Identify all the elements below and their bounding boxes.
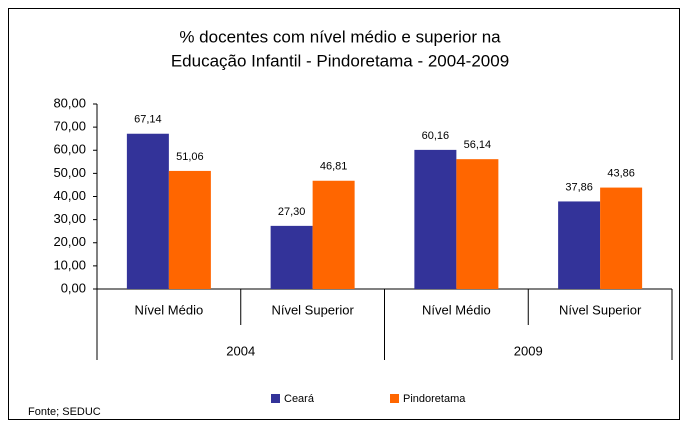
value-label: 43,86 — [607, 167, 635, 179]
y-tick-label: 30,00 — [53, 211, 86, 226]
bar — [126, 133, 169, 289]
y-tick-label: 40,00 — [53, 188, 86, 203]
y-tick-label: 60,00 — [53, 142, 86, 157]
y-tick-label: 10,00 — [53, 257, 86, 272]
legend-label: Pindoretama — [403, 393, 466, 405]
group-label: 2004 — [226, 343, 255, 358]
y-tick-label: 70,00 — [53, 119, 86, 134]
chart-title: % docentes com nível médio e superior na — [179, 27, 501, 46]
x-tick-label: Nível Superior — [271, 302, 354, 317]
bar — [270, 225, 313, 289]
value-label: 37,86 — [565, 181, 593, 193]
bar — [168, 170, 211, 289]
value-label: 46,81 — [320, 161, 348, 173]
bar — [414, 149, 457, 289]
value-label: 56,14 — [464, 139, 492, 151]
value-label: 27,30 — [278, 206, 306, 218]
source-note: Fonte; SEDUC — [28, 406, 101, 418]
value-label: 60,16 — [422, 130, 450, 142]
x-tick-label: Nível Médio — [422, 302, 491, 317]
bar — [600, 187, 643, 289]
x-tick-label: Nível Superior — [559, 302, 642, 317]
value-label: 51,06 — [176, 151, 204, 163]
bar — [312, 180, 355, 289]
legend-swatch — [271, 394, 280, 403]
y-tick-label: 20,00 — [53, 234, 86, 249]
value-label: 67,14 — [134, 114, 162, 126]
group-label: 2009 — [514, 343, 543, 358]
legend-swatch — [390, 394, 399, 403]
y-tick-label: 80,00 — [53, 95, 86, 110]
chart-title: Educação Infantil - Pindoretama - 2004-2… — [171, 51, 509, 70]
y-tick-label: 50,00 — [53, 165, 86, 180]
bar — [558, 201, 601, 289]
bar — [456, 159, 499, 289]
legend-label: Ceará — [284, 393, 315, 405]
y-tick-label: 0,00 — [61, 280, 86, 295]
x-tick-label: Nível Médio — [135, 302, 204, 317]
